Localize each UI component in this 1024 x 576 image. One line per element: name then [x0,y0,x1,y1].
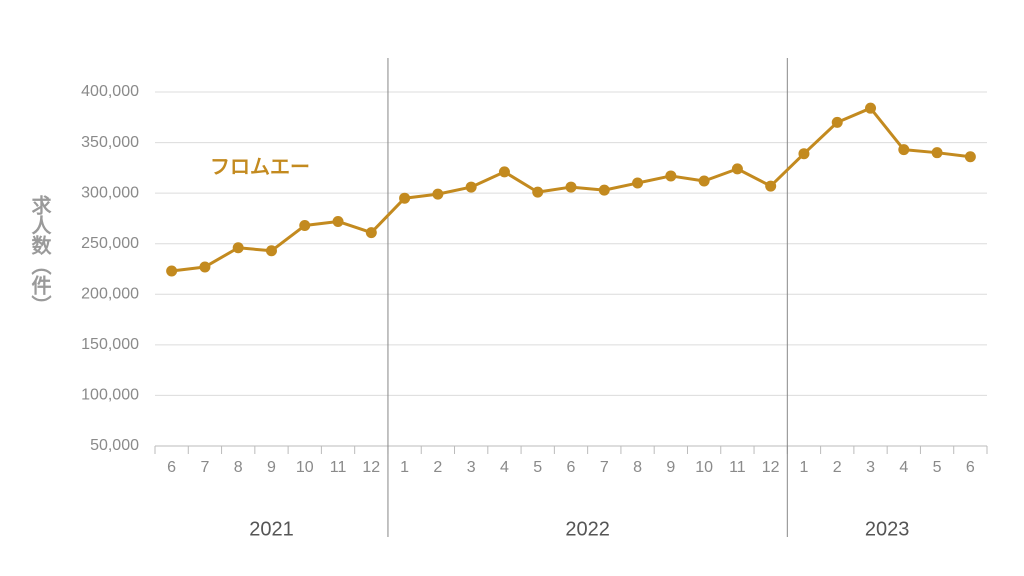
year-label: 2023 [865,518,910,540]
x-tick-label: 9 [666,459,675,476]
data-point [532,186,544,198]
y-tick-label: 150,000 [81,336,139,353]
x-tick-label: 6 [167,459,176,476]
x-tick-label: 8 [234,459,243,476]
data-point [665,170,677,182]
y-tick-label: 250,000 [81,235,139,252]
data-point [565,181,577,193]
x-tick-label: 2 [433,459,442,476]
x-tick-label: 12 [362,459,380,476]
data-point [299,220,311,232]
x-tick-label: 8 [633,459,642,476]
x-tick-label: 3 [467,459,476,476]
y-tick-label: 100,000 [81,387,139,404]
y-tick-label: 350,000 [81,134,139,151]
data-point [332,215,344,227]
x-tick-label: 1 [800,459,809,476]
x-tick-label: 7 [600,459,609,476]
data-point [898,144,910,156]
data-point [765,180,777,192]
data-point [865,102,877,114]
y-axis-label: 求人数（件） [28,195,52,315]
x-tick-label: 10 [695,459,713,476]
data-point [598,184,610,196]
data-point [798,148,810,160]
data-point [465,181,477,193]
data-point [199,261,211,273]
x-tick-label: 10 [296,459,314,476]
y-tick-label: 200,000 [81,286,139,303]
x-tick-label: 6 [567,459,576,476]
y-tick-label: 400,000 [81,83,139,100]
data-point [964,151,976,163]
data-point [498,166,510,178]
data-point [698,175,710,187]
data-point [831,116,843,128]
x-tick-label: 2 [833,459,842,476]
data-point [632,177,644,189]
x-tick-label: 7 [200,459,209,476]
data-point [432,188,444,200]
data-point [365,227,377,239]
data-point [232,242,244,254]
x-tick-label: 4 [899,459,908,476]
data-point [931,147,943,159]
data-point [731,163,743,175]
y-tick-label: 300,000 [81,184,139,201]
x-tick-label: 11 [729,459,746,476]
x-tick-label: 5 [533,459,542,476]
x-tick-label: 11 [330,459,347,476]
legend-label: フロムエー [210,155,310,179]
x-tick-label: 12 [762,459,780,476]
y-tick-label: 50,000 [90,437,139,454]
data-point [265,245,277,257]
x-tick-label: 6 [966,459,975,476]
x-tick-label: 3 [866,459,875,476]
x-tick-label: 4 [500,459,509,476]
data-point [399,192,411,204]
year-label: 2022 [565,518,610,540]
data-point [166,265,178,277]
x-tick-label: 1 [400,459,409,476]
x-tick-label: 5 [933,459,942,476]
year-label: 2021 [249,518,294,540]
x-tick-label: 9 [267,459,276,476]
